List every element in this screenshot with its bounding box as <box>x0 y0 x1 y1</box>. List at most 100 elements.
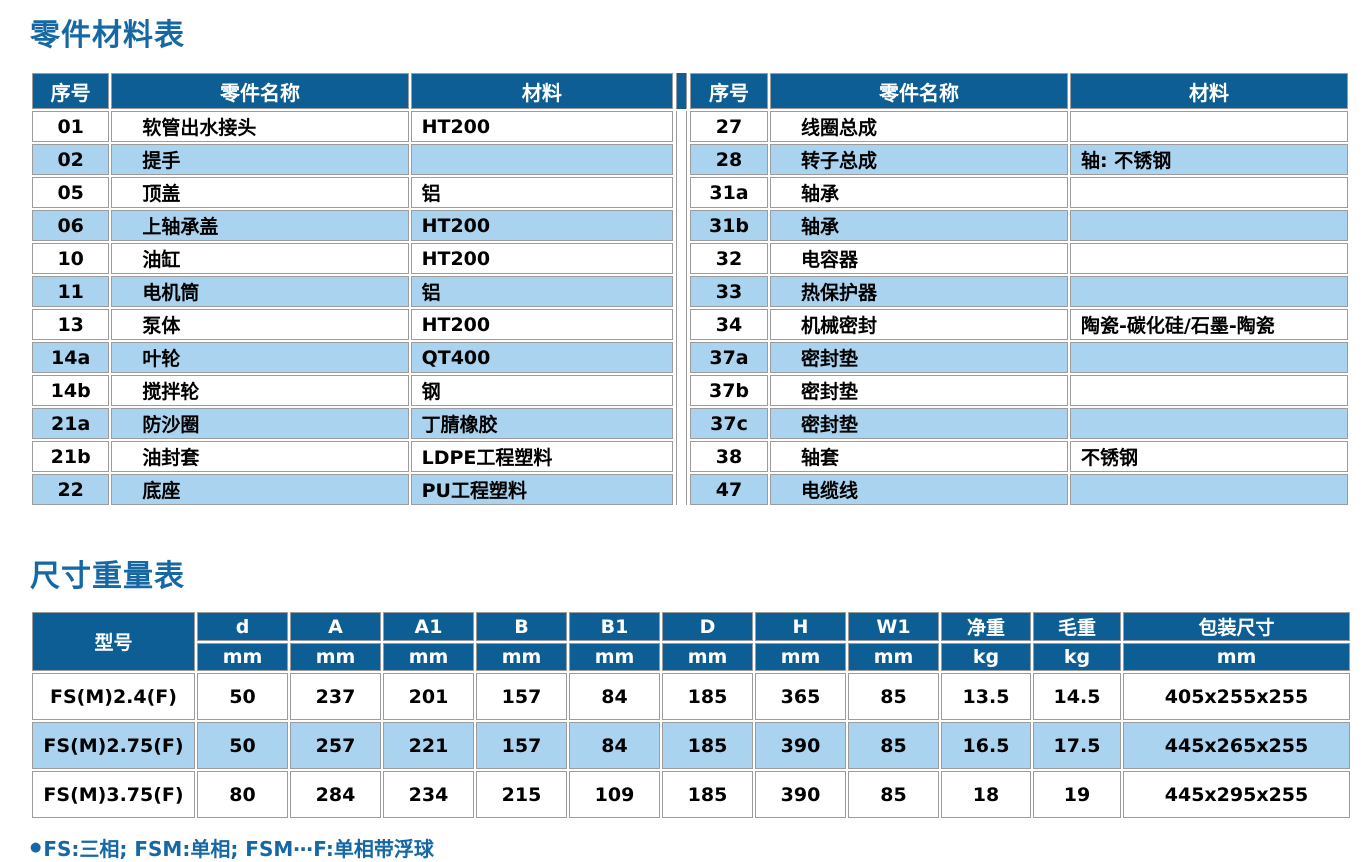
part-material-cell: 陶瓷-碳化硅/石墨-陶瓷 <box>1070 309 1348 340</box>
parts-row-01: 01 软管出水接头 HT200 <box>32 111 674 142</box>
dims-value-cell: 19 <box>1033 771 1121 818</box>
model-cell: FS(M)3.75(F) <box>32 771 195 818</box>
dims-value-cell: 157 <box>476 673 567 720</box>
parts-row-14a: 14a 叶轮 QT400 <box>32 342 674 373</box>
dims-value-cell: 50 <box>197 673 288 720</box>
part-name-cell: 密封垫 <box>770 375 1068 406</box>
dims-value-cell: 257 <box>290 722 381 769</box>
dims-value-cell: 237 <box>290 673 381 720</box>
part-material-cell <box>1070 111 1348 142</box>
part-number-cell: 01 <box>32 111 110 142</box>
parts-left-body: 01 软管出水接头 HT200 02 提手 05 顶盖铝 06 上轴承盖 HT200 10 油缸 HT2… <box>32 111 674 505</box>
parts-right-header-row: 序号 零件名称 材料 <box>690 73 1348 109</box>
table-gap-header-block <box>676 73 687 109</box>
part-material-cell: LDPE工程塑料 <box>410 441 674 472</box>
part-material-cell: PU工程塑料 <box>410 474 674 505</box>
footnote-text: FS:三相; FSM:单相; FSM⋯F:单相带浮球 <box>43 837 434 861</box>
dims-column-header: B1 <box>569 612 660 641</box>
dimensions-weight-table: 型号 d A A1 B B1 D H W1 净重 毛重 包装尺寸 mm mm mm mm mm mm mm mm k… <box>30 610 1352 820</box>
part-name-cell: 底座 <box>111 474 409 505</box>
parts-left-header-row: 序号 零件名称 材料 <box>32 73 674 109</box>
part-name-cell: 轴承 <box>770 210 1068 241</box>
dims-header-unit-row: mm mm mm mm mm mm mm mm kg kg mm <box>32 643 1350 671</box>
dims-column-header: 毛重 <box>1033 612 1121 641</box>
part-name-cell: 机械密封 <box>770 309 1068 340</box>
dims-row-FS(M)3.75(F): FS(M)3.75(F) 80 284 234 215 109 185 390 85 18 19 44… <box>32 771 1350 818</box>
part-name-cell: 泵体 <box>111 309 409 340</box>
dims-column-unit: mm <box>1123 643 1350 671</box>
dims-column-unit: mm <box>476 643 567 671</box>
dims-column-unit: kg <box>1033 643 1121 671</box>
part-name-cell: 密封垫 <box>770 408 1068 439</box>
part-name-cell: 提手 <box>111 144 409 175</box>
column-header-name: 零件名称 <box>770 73 1068 109</box>
part-number-cell: 31a <box>690 177 768 208</box>
dims-column-header: D <box>662 612 753 641</box>
parts-tables-container: 序号 零件名称 材料 01 软管出水接头 HT200 02 提手 05 顶盖铝 06 上轴承盖 H… <box>30 71 1350 507</box>
part-name-cell: 轴套 <box>770 441 1068 472</box>
dims-value-cell: 84 <box>569 673 660 720</box>
part-number-cell: 31b <box>690 210 768 241</box>
parts-row-05: 05 顶盖铝 <box>32 177 674 208</box>
column-header-no: 序号 <box>32 73 110 109</box>
part-material-cell <box>1070 210 1348 241</box>
dims-value-cell: 445x265x255 <box>1123 722 1350 769</box>
parts-row-37b: 37b 密封垫 <box>690 375 1348 406</box>
dims-column-header: H <box>755 612 846 641</box>
dims-value-cell: 14.5 <box>1033 673 1121 720</box>
dims-value-cell: 17.5 <box>1033 722 1121 769</box>
parts-right-body: 27 线圈总成 28 转子总成 轴: 不锈钢 31a 轴承 31b 轴承 32 电容器 33 热保护器 3… <box>690 111 1348 505</box>
parts-row-34: 34 机械密封 陶瓷-碳化硅/石墨-陶瓷 <box>690 309 1348 340</box>
table-gap-column <box>676 71 687 507</box>
parts-row-27: 27 线圈总成 <box>690 111 1348 142</box>
dims-column-unit: mm <box>848 643 939 671</box>
parts-row-21a: 21a 防沙圈 丁腈橡胶 <box>32 408 674 439</box>
dims-value-cell: 445x295x255 <box>1123 771 1350 818</box>
part-name-cell: 转子总成 <box>770 144 1068 175</box>
dims-value-cell: 390 <box>755 771 846 818</box>
part-number-cell: 02 <box>32 144 110 175</box>
part-number-cell: 37a <box>690 342 768 373</box>
dims-column-header: A1 <box>383 612 474 641</box>
parts-row-10: 10 油缸 HT200 <box>32 243 674 274</box>
part-name-cell: 搅拌轮 <box>111 375 409 406</box>
part-material-cell: HT200 <box>410 210 674 241</box>
part-material-cell <box>1070 177 1348 208</box>
part-name-cell: 防沙圈 <box>111 408 409 439</box>
part-material-cell <box>1070 375 1348 406</box>
part-name-cell: 热保护器 <box>770 276 1068 307</box>
part-number-cell: 14b <box>32 375 110 406</box>
dims-column-header: B <box>476 612 567 641</box>
parts-row-38: 38 轴套 不锈钢 <box>690 441 1348 472</box>
dims-column-header: d <box>197 612 288 641</box>
part-number-cell: 06 <box>32 210 110 241</box>
parts-row-13: 13 泵体 HT200 <box>32 309 674 340</box>
part-name-cell: 油缸 <box>111 243 409 274</box>
dims-column-unit: mm <box>755 643 846 671</box>
part-material-cell: HT200 <box>410 243 674 274</box>
dims-value-cell: 221 <box>383 722 474 769</box>
part-material-cell: QT400 <box>410 342 674 373</box>
part-material-cell <box>1070 342 1348 373</box>
part-number-cell: 47 <box>690 474 768 505</box>
dims-value-cell: 234 <box>383 771 474 818</box>
part-name-cell: 电机筒 <box>111 276 409 307</box>
parts-row-31b: 31b 轴承 <box>690 210 1348 241</box>
part-number-cell: 28 <box>690 144 768 175</box>
part-material-cell: 轴: 不锈钢 <box>1070 144 1348 175</box>
part-material-cell <box>1070 243 1348 274</box>
parts-row-32: 32 电容器 <box>690 243 1348 274</box>
column-header-material: 材料 <box>410 73 674 109</box>
part-number-cell: 37c <box>690 408 768 439</box>
column-header-model: 型号 <box>32 612 195 671</box>
dims-value-cell: 157 <box>476 722 567 769</box>
parts-material-table-left: 序号 零件名称 材料 01 软管出水接头 HT200 02 提手 05 顶盖铝 06 上轴承盖 H… <box>30 71 676 507</box>
parts-row-11: 11 电机筒铝 <box>32 276 674 307</box>
part-material-cell: 铝 <box>410 177 674 208</box>
dims-column-unit: mm <box>383 643 474 671</box>
parts-row-06: 06 上轴承盖 HT200 <box>32 210 674 241</box>
part-number-cell: 37b <box>690 375 768 406</box>
dims-row-FS(M)2.4(F): FS(M)2.4(F) 50 237 201 157 84 185 365 85 13.5 14.5… <box>32 673 1350 720</box>
dimensions-section-title: 尺寸重量表 <box>30 559 185 594</box>
